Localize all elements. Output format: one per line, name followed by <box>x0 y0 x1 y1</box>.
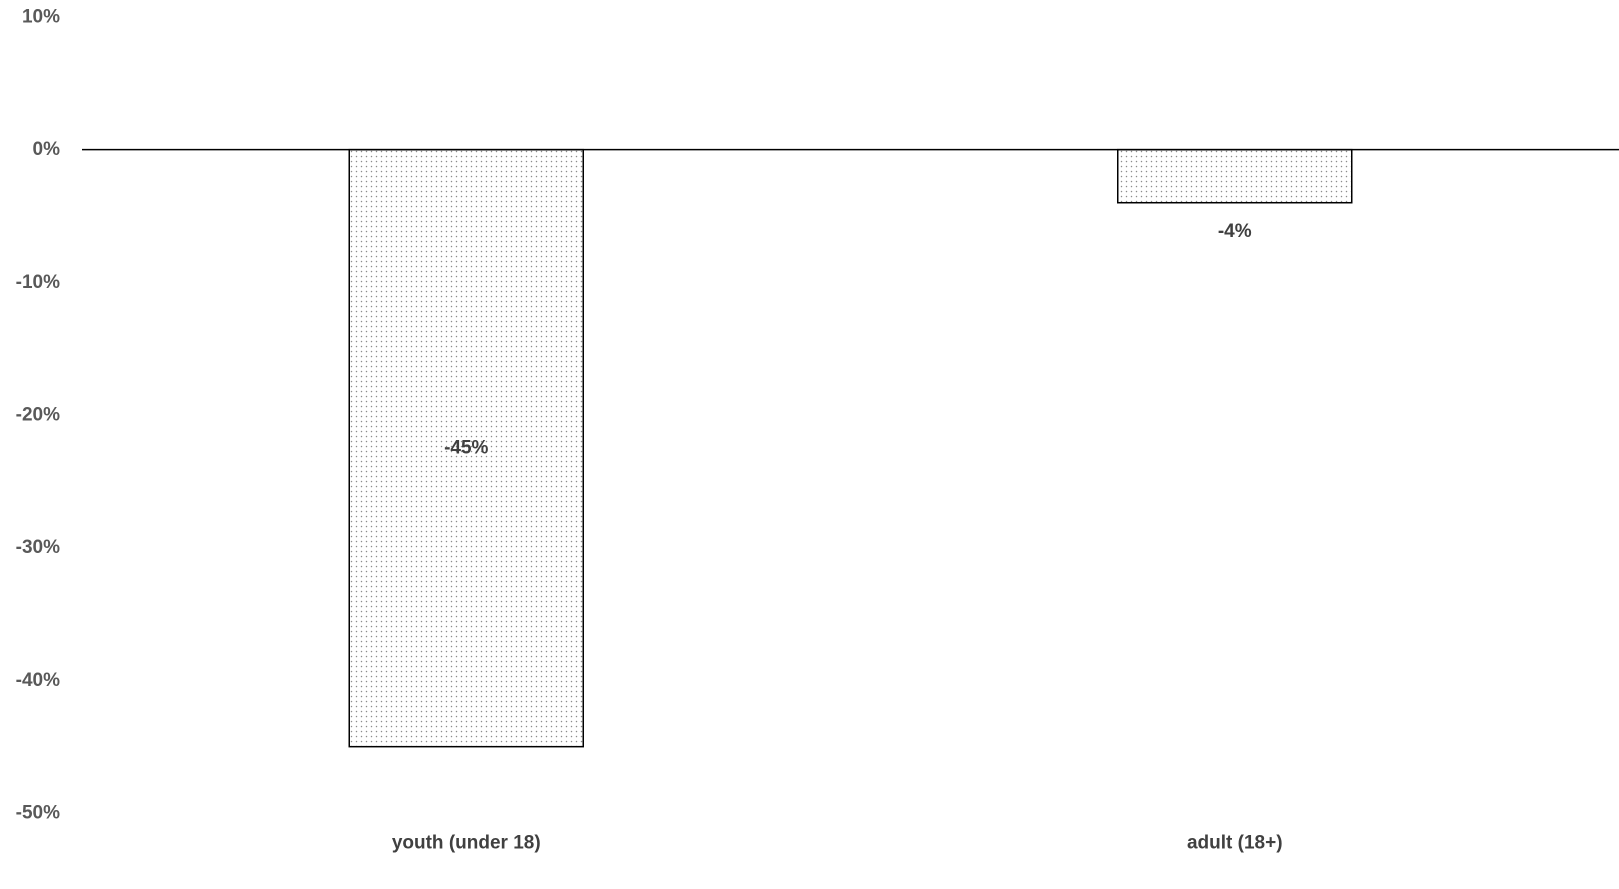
bar <box>348 148 584 748</box>
y-axis-ticks: 10% 0% -10% -20% -30% -40% -50% <box>16 7 60 824</box>
y-tick-label: -20% <box>16 405 60 426</box>
data-label: -45% <box>444 438 488 459</box>
y-tick-label: -30% <box>16 537 60 558</box>
category-labels: youth (under 18) adult (18+) <box>392 833 1283 854</box>
y-tick-label: 10% <box>22 7 60 28</box>
category-label: adult (18+) <box>1187 833 1283 854</box>
data-labels: -45% -4% <box>444 221 1252 458</box>
bars <box>348 148 1353 748</box>
y-tick-label: -40% <box>16 670 60 691</box>
y-tick-label: -50% <box>16 803 60 824</box>
category-label: youth (under 18) <box>392 833 541 854</box>
bar <box>1117 148 1353 204</box>
data-label: -4% <box>1218 221 1252 242</box>
y-tick-label: 0% <box>33 139 61 160</box>
y-tick-label: -10% <box>16 272 60 293</box>
